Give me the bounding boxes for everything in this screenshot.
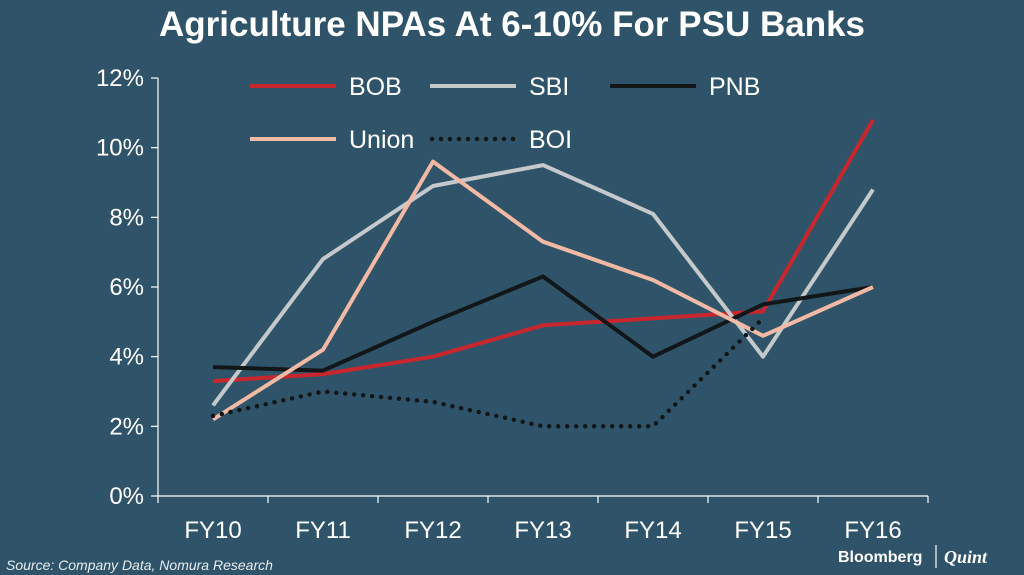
- brand-bloomberg: Bloomberg: [838, 549, 922, 566]
- legend-label: Union: [349, 126, 414, 154]
- legend-item-boi: BOI: [429, 126, 572, 154]
- x-tick-label: FY14: [624, 517, 681, 544]
- legend-label: PNB: [709, 73, 760, 101]
- series-line-union: [211, 159, 874, 422]
- legend-item-sbi: SBI: [430, 73, 569, 101]
- x-tick-label: FY12: [404, 517, 461, 544]
- y-tick-label: 8%: [109, 204, 144, 231]
- legend-label: BOI: [529, 126, 572, 154]
- legend-label: SBI: [529, 73, 569, 101]
- series-line-boi: [210, 316, 766, 429]
- brand-logo: Bloomberg Quint: [838, 545, 988, 568]
- x-tick-label: FY10: [184, 517, 241, 544]
- series-line-bob: [212, 118, 875, 384]
- y-tick-label: 6%: [109, 274, 144, 301]
- source-note: Source: Company Data, Nomura Research: [6, 557, 273, 573]
- legend-label: BOB: [349, 73, 402, 101]
- x-tick-label: FY11: [295, 517, 351, 544]
- brand-quint: Quint: [944, 547, 988, 567]
- legend-item-pnb: PNB: [610, 73, 760, 101]
- y-tick-label: 10%: [96, 135, 144, 162]
- series-line-pnb: [212, 274, 874, 373]
- x-tick-label: FY16: [844, 517, 901, 544]
- chart-title: Agriculture NPAs At 6-10% For PSU Banks: [159, 5, 865, 44]
- legend-item-union: Union: [250, 126, 414, 154]
- legend-item-bob: BOB: [250, 73, 402, 101]
- y-tick-label: 4%: [109, 344, 144, 371]
- y-tick-label: 12%: [96, 65, 144, 92]
- x-tick-label: FY15: [734, 517, 791, 544]
- y-tick-label: 0%: [109, 483, 144, 510]
- y-tick-label: 2%: [109, 413, 144, 440]
- x-tick-label: FY13: [514, 517, 571, 544]
- series-line-sbi: [211, 163, 875, 407]
